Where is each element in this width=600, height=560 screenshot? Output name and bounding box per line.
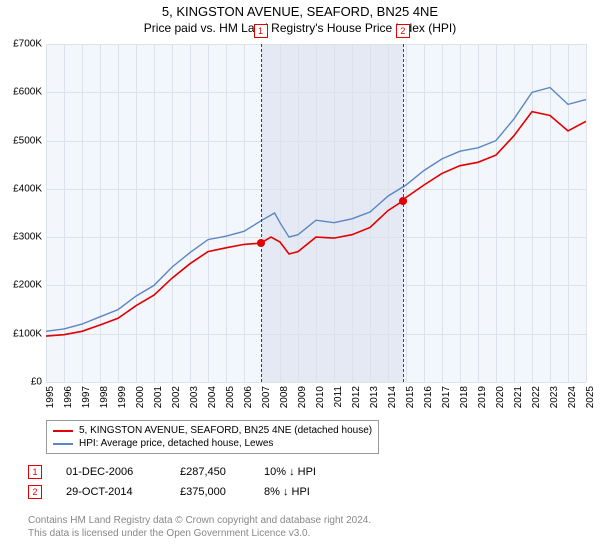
legend-label-property: 5, KINGSTON AVENUE, SEAFORD, BN25 4NE (d…: [79, 425, 372, 436]
x-tick-label: 2014: [387, 386, 398, 408]
sale-marker-badge: 2: [396, 24, 410, 38]
x-tick-label: 2013: [369, 386, 380, 408]
x-tick-label: 2004: [207, 386, 218, 408]
x-tick-label: 2019: [477, 386, 488, 408]
sales-row: 2 29-OCT-2014 £375,000 8% ↓ HPI: [28, 482, 316, 502]
x-tick-label: 2010: [315, 386, 326, 408]
sale-marker-1: 1: [28, 465, 42, 479]
x-tick-label: 2018: [459, 386, 470, 408]
x-tick-label: 1999: [117, 386, 128, 408]
x-tick-label: 2016: [423, 386, 434, 408]
legend-row-property: 5, KINGSTON AVENUE, SEAFORD, BN25 4NE (d…: [53, 424, 372, 437]
legend-label-hpi: HPI: Average price, detached house, Lewe…: [79, 438, 273, 449]
sale-price: £375,000: [180, 486, 240, 498]
y-tick-label: £300K: [0, 232, 42, 243]
y-tick-label: £500K: [0, 135, 42, 146]
price-chart: £0£100K£200K£300K£400K£500K£600K£700K199…: [46, 44, 586, 382]
footer-attribution: Contains HM Land Registry data © Crown c…: [28, 514, 371, 540]
x-tick-label: 2024: [567, 386, 578, 408]
legend-swatch-property: [53, 430, 73, 432]
x-tick-label: 2003: [189, 386, 200, 408]
sale-date: 29-OCT-2014: [66, 486, 156, 498]
y-tick-label: £400K: [0, 183, 42, 194]
x-tick-label: 1998: [99, 386, 110, 408]
x-tick-label: 2017: [441, 386, 452, 408]
sale-marker-badge: 1: [254, 24, 268, 38]
x-tick-label: 2015: [405, 386, 416, 408]
x-tick-label: 2020: [495, 386, 506, 408]
sale-marker-2: 2: [28, 485, 42, 499]
x-tick-label: 2012: [351, 386, 362, 408]
x-tick-label: 1996: [63, 386, 74, 408]
y-tick-label: £100K: [0, 328, 42, 339]
sales-row: 1 01-DEC-2006 £287,450 10% ↓ HPI: [28, 462, 316, 482]
x-tick-label: 2008: [279, 386, 290, 408]
x-tick-label: 2021: [513, 386, 524, 408]
sale-diff: 8% ↓ HPI: [264, 486, 310, 498]
chart-title-sub: Price paid vs. HM Land Registry's House …: [0, 19, 600, 35]
legend-swatch-hpi: [53, 443, 73, 445]
x-tick-label: 2007: [261, 386, 272, 408]
legend-row-hpi: HPI: Average price, detached house, Lewe…: [53, 437, 372, 450]
y-tick-label: £0: [0, 377, 42, 388]
x-tick-label: 2022: [531, 386, 542, 408]
x-tick-label: 2023: [549, 386, 560, 408]
sale-dot: [399, 197, 407, 205]
x-tick-label: 2002: [171, 386, 182, 408]
y-tick-label: £600K: [0, 87, 42, 98]
x-tick-label: 1995: [45, 386, 56, 408]
x-tick-label: 2000: [135, 386, 146, 408]
y-tick-label: £700K: [0, 39, 42, 50]
x-tick-label: 2006: [243, 386, 254, 408]
y-tick-label: £200K: [0, 280, 42, 291]
x-tick-label: 2001: [153, 386, 164, 408]
x-tick-label: 2011: [333, 386, 344, 408]
sale-dot: [257, 239, 265, 247]
sales-table: 1 01-DEC-2006 £287,450 10% ↓ HPI 2 29-OC…: [28, 462, 316, 502]
sale-date: 01-DEC-2006: [66, 466, 156, 478]
x-tick-label: 2025: [585, 386, 596, 408]
x-tick-label: 2005: [225, 386, 236, 408]
chart-legend: 5, KINGSTON AVENUE, SEAFORD, BN25 4NE (d…: [46, 420, 379, 454]
chart-title-address: 5, KINGSTON AVENUE, SEAFORD, BN25 4NE: [0, 0, 600, 19]
series-hpi: [46, 88, 586, 332]
x-tick-label: 2009: [297, 386, 308, 408]
sale-diff: 10% ↓ HPI: [264, 466, 316, 478]
sale-price: £287,450: [180, 466, 240, 478]
x-tick-label: 1997: [81, 386, 92, 408]
